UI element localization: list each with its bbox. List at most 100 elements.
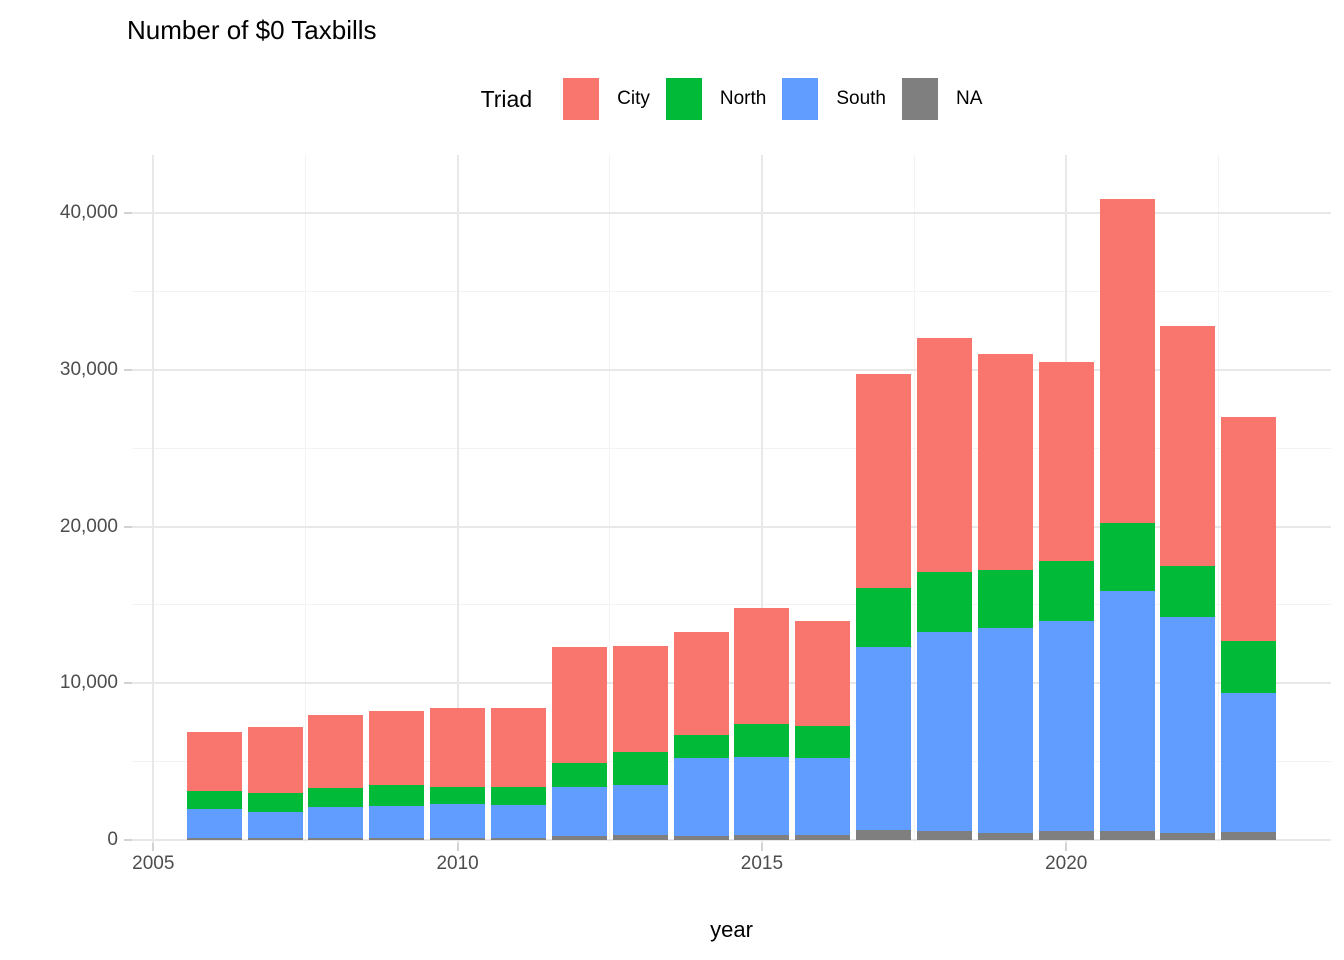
bar-segment-north-2006 [186, 791, 242, 809]
y-axis-tick-label: 40,000 [59, 202, 118, 223]
bar-segment-north-2022 [1160, 565, 1216, 618]
bar-segment-city-2009 [369, 711, 425, 786]
bar-segment-na-2008 [308, 837, 364, 840]
bar-segment-na-2016 [795, 835, 851, 840]
bar-segment-south-2007 [247, 811, 303, 838]
bar-segment-south-2023 [1221, 692, 1277, 833]
y-axis-tick-label: 10,000 [59, 672, 118, 694]
legend-label-city: City [617, 88, 650, 109]
legend: Triad City North South NA [132, 76, 1331, 122]
chart-title: Number of $0 Taxbills [127, 15, 377, 45]
legend-item-city: City [563, 78, 650, 120]
bar-segment-south-2018 [917, 631, 973, 831]
legend-item-north: North [665, 78, 767, 120]
y-axis-tick-mark [124, 212, 132, 214]
y-axis-tick-mark [124, 682, 132, 685]
gridline-x-minor [913, 155, 915, 843]
x-axis-tick-label: 2010 [436, 853, 479, 874]
x-axis-tick-mark [456, 843, 459, 851]
legend-title: Triad [480, 85, 533, 112]
bar-segment-south-2017 [856, 647, 912, 830]
bar-segment-north-2013 [612, 752, 668, 786]
bar-segment-south-2022 [1160, 617, 1216, 833]
x-axis-tick-label: 2020 [1045, 853, 1088, 874]
bar-segment-na-2012 [551, 836, 607, 840]
gridline-x-major [456, 155, 459, 843]
bar-segment-city-2007 [247, 727, 303, 793]
bar-segment-south-2012 [551, 786, 607, 837]
bar-segment-city-2015 [734, 608, 790, 724]
bar-segment-na-2006 [186, 837, 242, 840]
bar-segment-north-2010 [430, 786, 486, 804]
bar-segment-na-2010 [430, 837, 486, 840]
gridline-y-minor [132, 604, 1331, 606]
legend-label-south: South [836, 88, 886, 109]
plot-panel [132, 155, 1331, 843]
bar-segment-city-2020 [1038, 361, 1094, 561]
gridline-x-minor [609, 155, 611, 843]
legend-label-na: NA [956, 88, 983, 109]
bar-segment-south-2016 [795, 758, 851, 836]
bar-segment-south-2009 [369, 805, 425, 838]
bar-segment-na-2009 [369, 837, 425, 840]
y-axis-tick-mark [124, 368, 132, 371]
bar-segment-north-2012 [551, 763, 607, 787]
bar-segment-na-2013 [612, 834, 668, 840]
bar-segment-city-2018 [917, 338, 973, 572]
bar-segment-na-2019 [977, 832, 1033, 840]
gridline-x-minor [1217, 155, 1219, 843]
bar-segment-north-2020 [1038, 560, 1094, 621]
bar-segment-south-2010 [430, 803, 486, 838]
gridline-y-minor [132, 447, 1331, 449]
bar-segment-city-2014 [673, 631, 729, 735]
bar-segment-south-2008 [308, 807, 364, 838]
bar-segment-city-2013 [612, 645, 668, 753]
bar-segment-south-2013 [612, 785, 668, 835]
y-axis-tick-label: 0 [107, 829, 118, 850]
legend-swatch-na [902, 78, 938, 120]
bar-segment-north-2009 [369, 785, 425, 806]
bar-segment-city-2023 [1221, 416, 1277, 641]
bar-segment-north-2008 [308, 788, 364, 808]
gridline-y-major [132, 368, 1331, 371]
gridline-x-major [152, 155, 155, 843]
x-axis-tick-label: 2015 [740, 853, 784, 874]
bar-segment-north-2007 [247, 792, 303, 812]
bar-segment-city-2006 [186, 731, 242, 792]
bar-segment-north-2018 [917, 571, 973, 632]
bar-segment-north-2017 [856, 587, 912, 648]
gridline-y-major [132, 525, 1331, 528]
x-axis-tick-mark [152, 843, 155, 851]
gridline-x-major [760, 155, 763, 843]
bar-segment-na-2021 [1099, 831, 1155, 840]
bar-segment-north-2023 [1221, 640, 1277, 693]
bar-segment-na-2014 [673, 836, 729, 840]
bar-segment-south-2021 [1099, 590, 1155, 832]
bar-segment-na-2018 [917, 830, 973, 840]
legend-swatch-north [665, 78, 702, 120]
bar-segment-city-2011 [490, 708, 546, 787]
gridline-y-minor [132, 290, 1331, 292]
gridline-y-major [132, 839, 1331, 841]
bar-segment-north-2015 [734, 724, 790, 757]
bar-segment-south-2015 [734, 756, 790, 836]
bar-segment-city-2010 [430, 708, 486, 787]
bar-segment-south-2019 [977, 628, 1033, 833]
bar-segment-city-2021 [1099, 198, 1155, 524]
bar-segment-city-2012 [551, 647, 607, 764]
y-axis-tick-mark [124, 839, 132, 841]
legend-item-na: NA [902, 78, 982, 120]
bar-segment-city-2019 [977, 354, 1033, 571]
bar-segment-south-2011 [490, 804, 546, 838]
bar-segment-na-2017 [856, 829, 912, 840]
bar-segment-south-2014 [673, 758, 729, 837]
y-axis-tick-label: 30,000 [59, 358, 118, 380]
bar-segment-south-2006 [186, 808, 242, 838]
bar-segment-city-2017 [856, 374, 912, 588]
x-axis-tick-mark [760, 843, 763, 851]
bar-segment-north-2016 [795, 725, 851, 759]
bar-segment-na-2011 [490, 837, 546, 840]
legend-label-north: North [719, 88, 767, 109]
bar-segment-na-2015 [734, 835, 790, 840]
